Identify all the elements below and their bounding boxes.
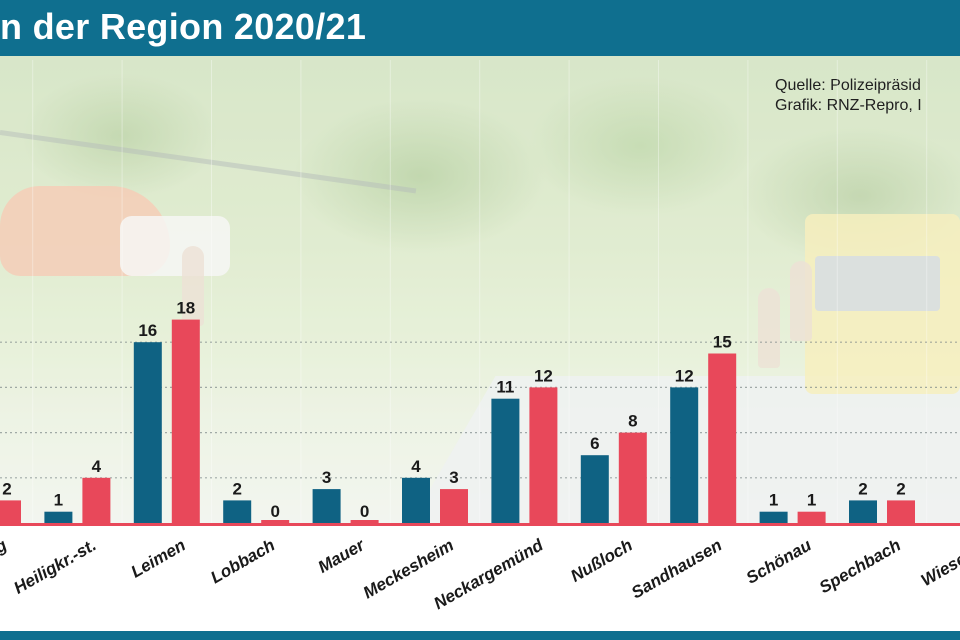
- person-figure: [790, 261, 812, 341]
- bar: [797, 511, 826, 523]
- bar-value-label: 12: [675, 366, 694, 385]
- bar: [759, 511, 788, 523]
- bar-value-label: 1: [54, 491, 63, 510]
- bar: [402, 477, 430, 523]
- bar-value-label: 8: [628, 412, 637, 431]
- category-label: Heiligkr.-st.: [11, 535, 100, 597]
- bar: [708, 353, 737, 523]
- person-figure: [758, 288, 780, 368]
- bar: [670, 387, 699, 523]
- bar-value-label: 12: [534, 366, 553, 385]
- bar-value-label: 16: [138, 321, 157, 340]
- footer-bar: [0, 631, 960, 640]
- bar-value-label: 3: [322, 468, 331, 487]
- bar-value-label: 4: [92, 457, 102, 476]
- category-label: Sandhausen: [628, 535, 725, 602]
- bar-value-label: 2: [858, 479, 867, 498]
- bar-value-label: 11: [496, 378, 514, 397]
- bar: [491, 398, 520, 523]
- bar: [849, 500, 877, 523]
- bar-value-label: 18: [176, 299, 195, 318]
- category-label: …g: [0, 535, 11, 565]
- bar-value-label: 0: [270, 502, 279, 521]
- bar: [312, 489, 341, 523]
- category-label: Nußloch: [567, 535, 635, 585]
- bar-value-label: 1: [769, 491, 778, 510]
- source-note: Quelle: Polizeipräsid Grafik: RNZ-Repro,…: [775, 76, 922, 116]
- ambulance-window: [815, 256, 940, 311]
- bar: [223, 500, 252, 523]
- person-figure: [182, 246, 204, 326]
- bar-value-label: 2: [896, 479, 905, 498]
- chart-title: n der Region 2020/21: [0, 6, 367, 47]
- bar-value-label: 0: [360, 502, 369, 521]
- bar: [133, 342, 162, 523]
- credit-line: Grafik: RNZ-Repro, I: [775, 97, 922, 114]
- bar: [887, 500, 915, 523]
- bar: [529, 387, 558, 523]
- bar-value-label: 6: [590, 434, 599, 453]
- category-label: Spechbach: [816, 535, 904, 597]
- background-photo: [0, 56, 960, 524]
- bar: [350, 520, 379, 523]
- bar: [82, 477, 111, 523]
- bar: [44, 511, 73, 523]
- bar-value-label: 2: [232, 479, 241, 498]
- baseline: [0, 523, 960, 526]
- bar-value-label: 2: [2, 479, 11, 498]
- bar: [171, 319, 200, 523]
- bar-value-label: 3: [449, 468, 458, 487]
- category-label: Wiesen…: [918, 535, 960, 590]
- header-bar: n der Region 2020/21: [0, 0, 960, 56]
- source-line: Quelle: Polizeipräsid: [775, 77, 921, 94]
- category-label: Lobbach: [207, 535, 278, 587]
- bar-value-label: 4: [411, 457, 421, 476]
- category-label: Schönau: [743, 535, 815, 588]
- bar-value-label: 1: [807, 491, 816, 510]
- bar: [580, 455, 609, 523]
- bar: [0, 500, 21, 523]
- category-label: Leimen: [128, 535, 189, 581]
- bar: [440, 489, 468, 523]
- helicopter-tail: [120, 216, 230, 276]
- bar: [618, 432, 647, 523]
- bar: [261, 520, 290, 523]
- bar-value-label: 15: [713, 333, 732, 352]
- category-label: Mauer: [315, 535, 369, 577]
